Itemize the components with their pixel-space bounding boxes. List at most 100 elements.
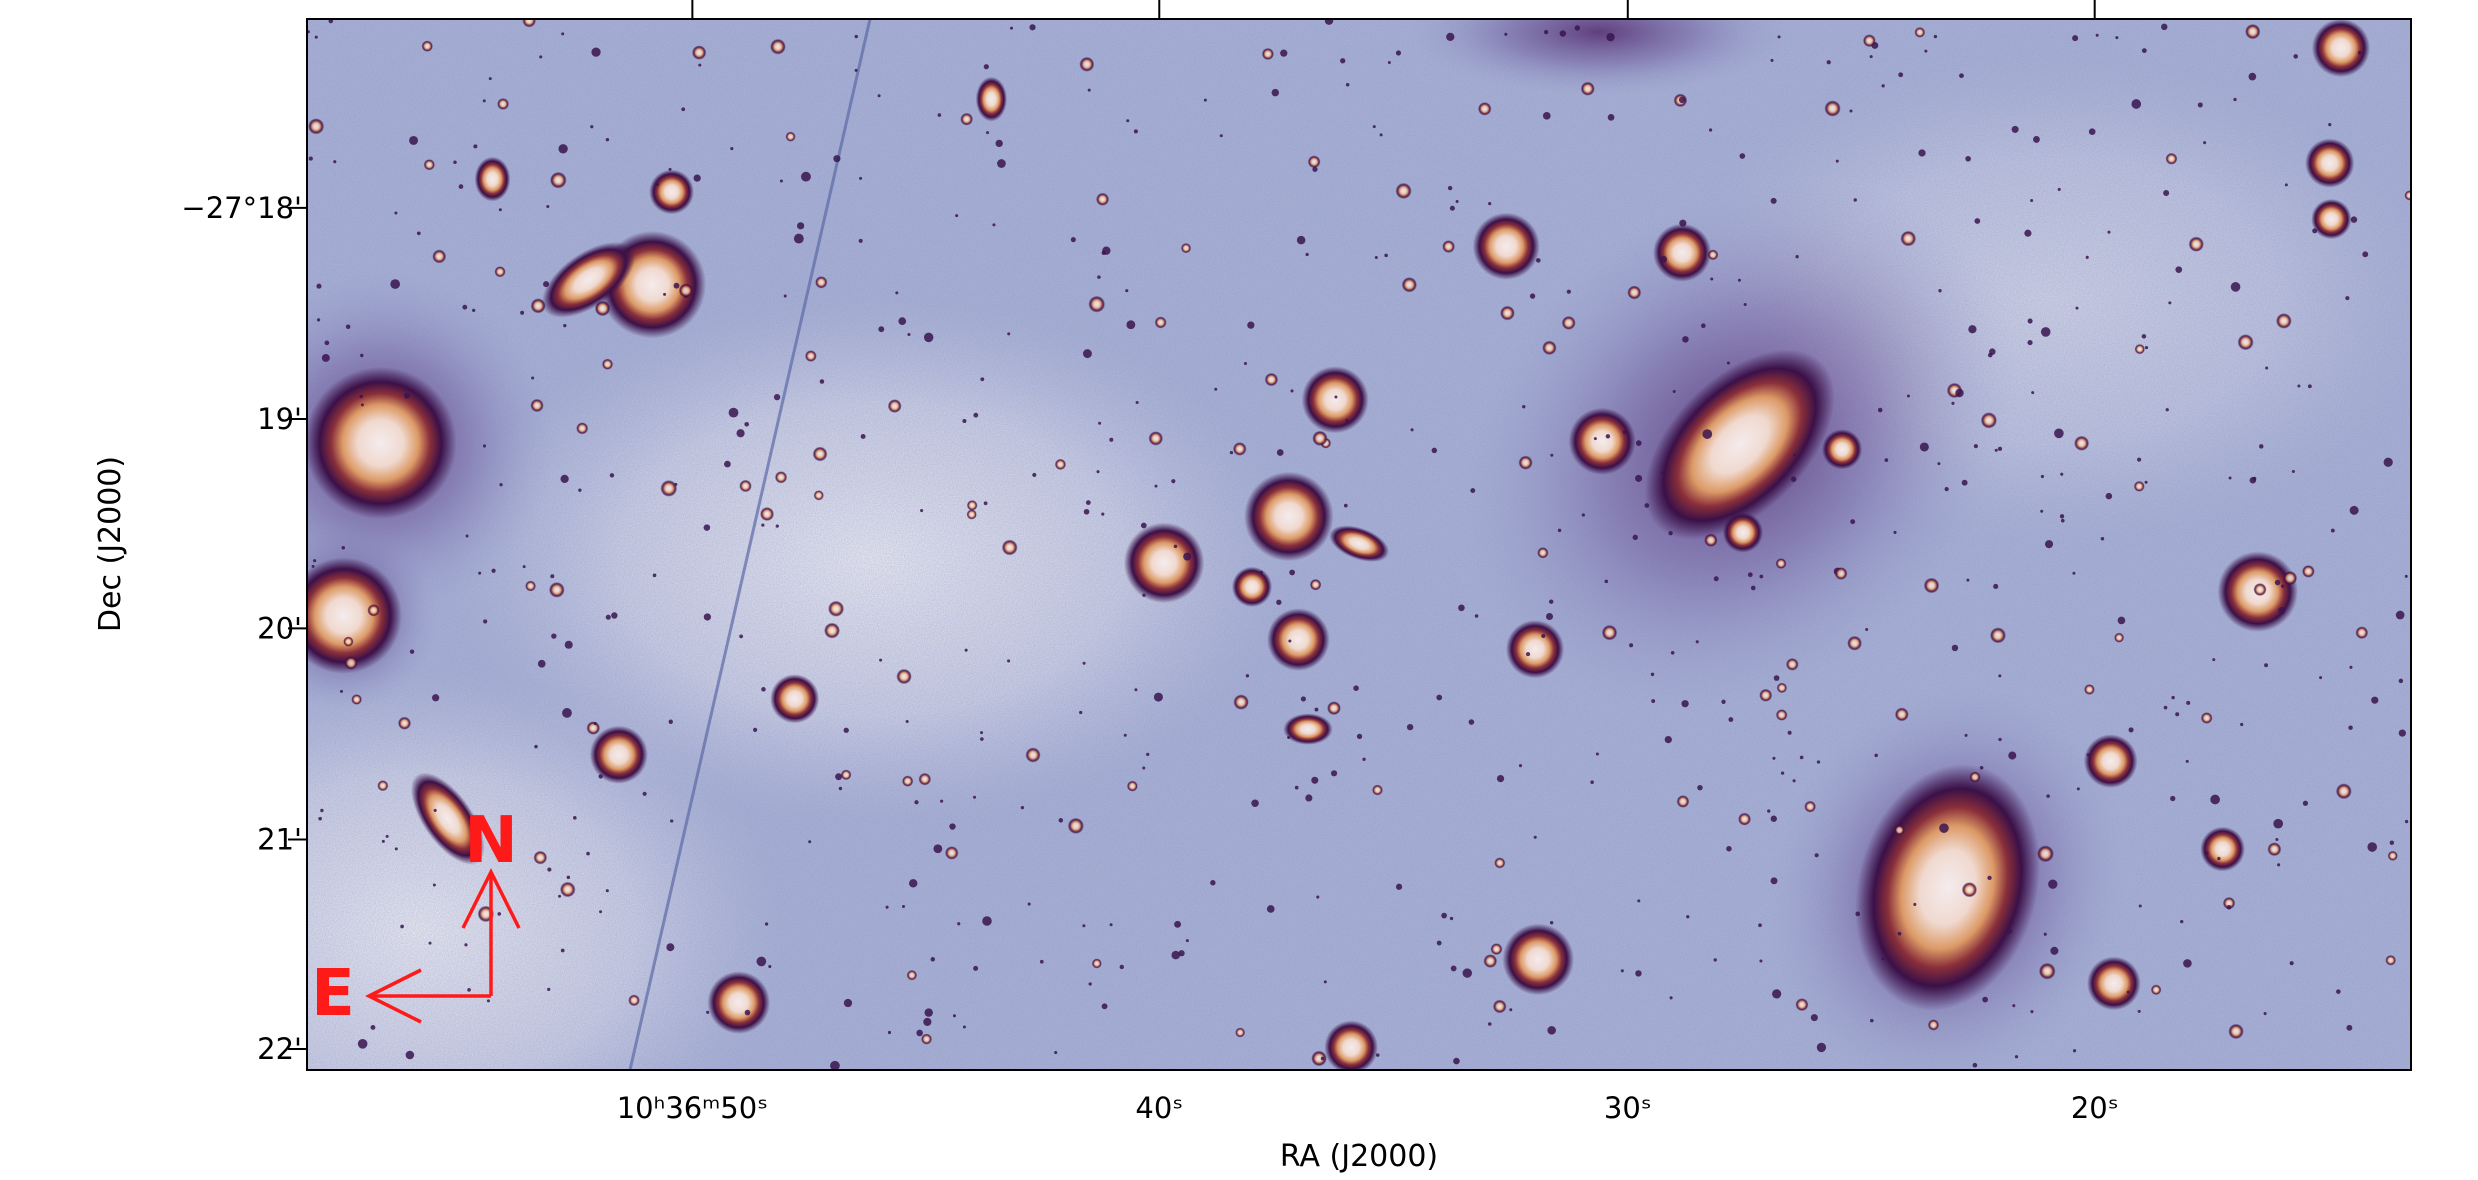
faint-source xyxy=(921,1033,933,1045)
faint-source xyxy=(668,719,673,724)
faint-source xyxy=(973,795,977,799)
faint-source xyxy=(2233,97,2237,102)
faint-source xyxy=(1686,915,1690,919)
faint-source xyxy=(385,834,389,838)
faint-source xyxy=(681,107,686,112)
faint-source xyxy=(1109,923,1113,927)
faint-source xyxy=(964,648,968,652)
east-arrowhead xyxy=(365,968,422,1024)
faint-source xyxy=(2263,1011,2267,1016)
faint-source xyxy=(1726,845,1732,852)
faint-source xyxy=(642,791,647,796)
faint-source xyxy=(2163,190,2170,197)
faint-source xyxy=(2398,729,2406,737)
faint-source xyxy=(1029,24,1036,31)
faint-source xyxy=(1790,476,1797,482)
faint-source xyxy=(1054,1050,1058,1055)
faint-source xyxy=(1792,779,1796,783)
faint-source xyxy=(360,353,364,358)
faint-source xyxy=(1001,539,1018,556)
faint-source xyxy=(1772,756,1776,760)
faint-source xyxy=(962,418,967,424)
faint-source xyxy=(1968,325,1977,334)
faint-source xyxy=(377,780,389,792)
faint-source xyxy=(2282,570,2298,586)
faint-source xyxy=(1660,471,1664,475)
source xyxy=(1653,223,1712,282)
faint-source xyxy=(2137,1009,2141,1013)
faint-source xyxy=(2188,236,2204,252)
faint-source xyxy=(2387,850,2398,861)
faint-source xyxy=(1606,32,1615,42)
faint-source xyxy=(2217,856,2221,861)
faint-source xyxy=(838,786,843,791)
faint-source xyxy=(497,912,502,916)
faint-source xyxy=(779,179,783,183)
faint-source xyxy=(1067,817,1084,835)
faint-source xyxy=(1311,776,1319,784)
faint-source xyxy=(473,144,478,149)
faint-source xyxy=(1637,899,1641,903)
faint-source xyxy=(1276,449,1284,456)
faint-source xyxy=(367,604,380,617)
faint-source xyxy=(1620,969,1624,973)
faint-source xyxy=(1374,256,1378,260)
faint-source xyxy=(1474,614,1479,618)
faint-source xyxy=(854,34,858,39)
source xyxy=(2200,826,2245,872)
faint-source xyxy=(660,479,678,497)
faint-source xyxy=(843,998,853,1008)
faint-source xyxy=(728,407,739,418)
faint-source xyxy=(2212,658,2216,662)
faint-source xyxy=(1243,362,1247,366)
faint-source xyxy=(547,867,552,872)
source xyxy=(1502,923,1575,996)
faint-source xyxy=(360,403,364,407)
source xyxy=(1324,1020,1379,1070)
faint-source xyxy=(1453,1057,1460,1065)
faint-source xyxy=(428,941,432,945)
faint-source xyxy=(1330,770,1338,777)
faint-source xyxy=(2168,301,2172,305)
faint-source xyxy=(489,835,495,841)
faint-source xyxy=(2371,696,2379,704)
faint-source xyxy=(598,774,603,779)
faint-source xyxy=(1054,458,1067,471)
faint-source xyxy=(2275,838,2279,842)
faint-source xyxy=(1251,799,1259,807)
x-axis-title: RA (J2000) xyxy=(1280,1139,1438,1174)
faint-source xyxy=(1288,639,1292,643)
faint-source xyxy=(2284,183,2288,187)
faint-source xyxy=(1356,733,1363,740)
faint-source xyxy=(1134,688,1138,692)
faint-source xyxy=(562,708,572,718)
faint-source xyxy=(1581,513,1585,517)
faint-source xyxy=(1353,685,1359,691)
faint-source xyxy=(1927,1019,1940,1031)
faint-source xyxy=(1125,289,1129,293)
faint-source xyxy=(1601,624,1618,641)
faint-source xyxy=(1312,430,1328,447)
faint-source xyxy=(2107,230,2111,234)
faint-source xyxy=(2385,954,2397,966)
source xyxy=(649,169,694,215)
faint-source xyxy=(2350,216,2358,223)
faint-source xyxy=(560,948,565,953)
faint-source xyxy=(2133,480,2145,492)
faint-source xyxy=(488,77,492,81)
faint-source xyxy=(2319,676,2323,680)
faint-source xyxy=(1123,733,1127,737)
faint-source xyxy=(321,353,330,362)
faint-source xyxy=(2228,1023,2244,1040)
faint-source xyxy=(628,994,640,1007)
faint-source xyxy=(2012,1004,2016,1008)
faint-source xyxy=(1923,577,1940,594)
faint-source xyxy=(980,731,984,735)
faint-source xyxy=(730,147,734,151)
faint-source xyxy=(1979,766,1984,770)
faint-source xyxy=(1148,431,1164,446)
faint-source xyxy=(1884,458,1889,462)
faint-source xyxy=(345,324,351,330)
faint-source xyxy=(840,769,852,781)
faint-source xyxy=(543,281,550,288)
